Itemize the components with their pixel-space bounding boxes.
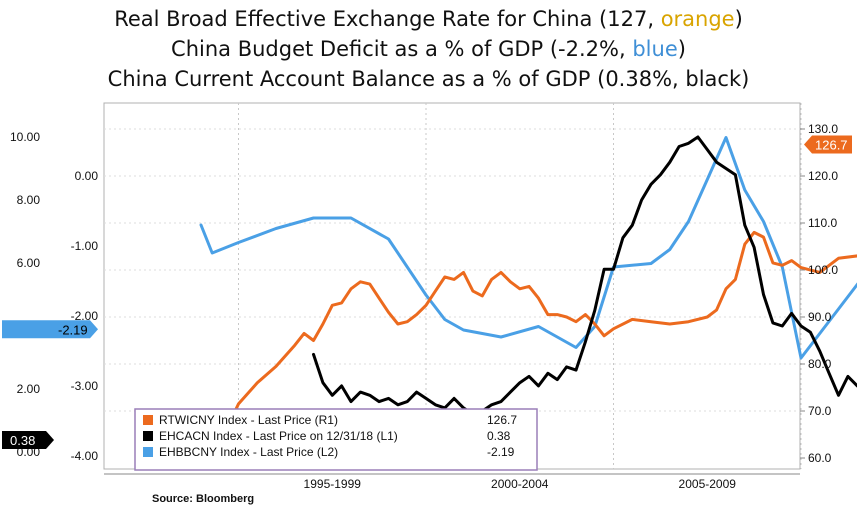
r1-tick-label: 100.0 (808, 263, 838, 277)
legend-label: EHCACN Index - Last Price on 12/31/18 (L… (159, 429, 398, 443)
series-line-l1 (312, 135, 857, 416)
r1-tick-label: 130.0 (808, 122, 838, 136)
l1-tick-label: 2.00 (17, 382, 41, 396)
legend-value: -2.19 (487, 445, 515, 459)
r1-tick-label: 60.0 (808, 451, 832, 465)
axis-labels: 1995-19992000-20042005-20092010-20142015… (10, 122, 838, 491)
title-2-end: ) (677, 37, 686, 61)
x-tick-label: 2000-2004 (491, 477, 549, 491)
grid-lines (104, 103, 802, 469)
l2-tick-label: -1.00 (71, 239, 99, 253)
r1-tick-label: 110.0 (808, 216, 837, 230)
legend-swatch (143, 447, 153, 457)
tag-l2: -2.19 (2, 320, 98, 339)
series-lines (199, 135, 857, 444)
legend-swatch (143, 431, 153, 441)
title-2-colored: blue (632, 37, 678, 61)
title-line-1: Real Broad Effective Exchange Rate for C… (0, 4, 857, 34)
tag-shape (804, 135, 852, 154)
x-tick-label: 1995-1999 (304, 477, 362, 491)
x-tick-label: 2005-2009 (679, 477, 737, 491)
r1-tick-label: 80.0 (808, 357, 832, 371)
title-1-end: ) (734, 7, 743, 31)
title-line-2: China Budget Deficit as a % of GDP (-2.2… (0, 34, 857, 64)
r1-tick-label: 120.0 (808, 169, 838, 183)
series-line-l2 (199, 136, 857, 360)
l1-tick-label: 10.00 (10, 130, 40, 144)
legend-swatch (143, 415, 153, 425)
legend-box (134, 408, 538, 471)
title-2-text: China Budget Deficit as a % of GDP (-2.2… (171, 37, 633, 61)
l2-tick-label: -4.00 (71, 449, 99, 463)
plot-frame (103, 102, 801, 470)
legend-label: RTWICNY Index - Last Price (R1) (159, 413, 338, 427)
l2-tick-label: -3.00 (71, 379, 99, 393)
legend: RTWICNY Index - Last Price (R1) 126.7 EHCA… (134, 408, 538, 471)
title-line-3: China Current Account Balance as a % of … (107, 67, 750, 91)
series-line-r1 (199, 230, 857, 444)
tag-l1: 0.38 (2, 431, 54, 450)
tag-text: 126.7 (815, 138, 848, 153)
legend-value: 126.7 (487, 413, 517, 427)
plot-area (103, 102, 801, 470)
r1-tick-label: 70.0 (808, 404, 832, 418)
title-1-text: Real Broad Effective Exchange Rate for C… (114, 7, 661, 31)
legend-label: EHBBCNY Index - Last Price (L2) (159, 445, 338, 459)
tag-r1: 126.7 (804, 135, 852, 154)
l2-tick-label: -2.00 (71, 309, 99, 323)
title-1-colored: orange (660, 7, 735, 31)
legend-value: 0.38 (487, 429, 511, 443)
chart-titles: Real Broad Effective Exchange Rate for C… (0, 4, 857, 94)
tag-shape (2, 431, 54, 450)
r1-tick-label: 90.0 (808, 310, 832, 324)
l2-tick-label: 0.00 (75, 169, 99, 183)
tag-text: 0.38 (10, 433, 35, 448)
source-note: Source: Bloomberg (152, 493, 255, 505)
l1-tick-label: 6.00 (17, 256, 41, 270)
tag-text: -2.19 (58, 322, 88, 337)
tag-shape (2, 320, 98, 339)
last-value-tags: 126.7 -2.19 0.38 (2, 135, 852, 450)
l1-tick-label: 8.00 (17, 193, 41, 207)
